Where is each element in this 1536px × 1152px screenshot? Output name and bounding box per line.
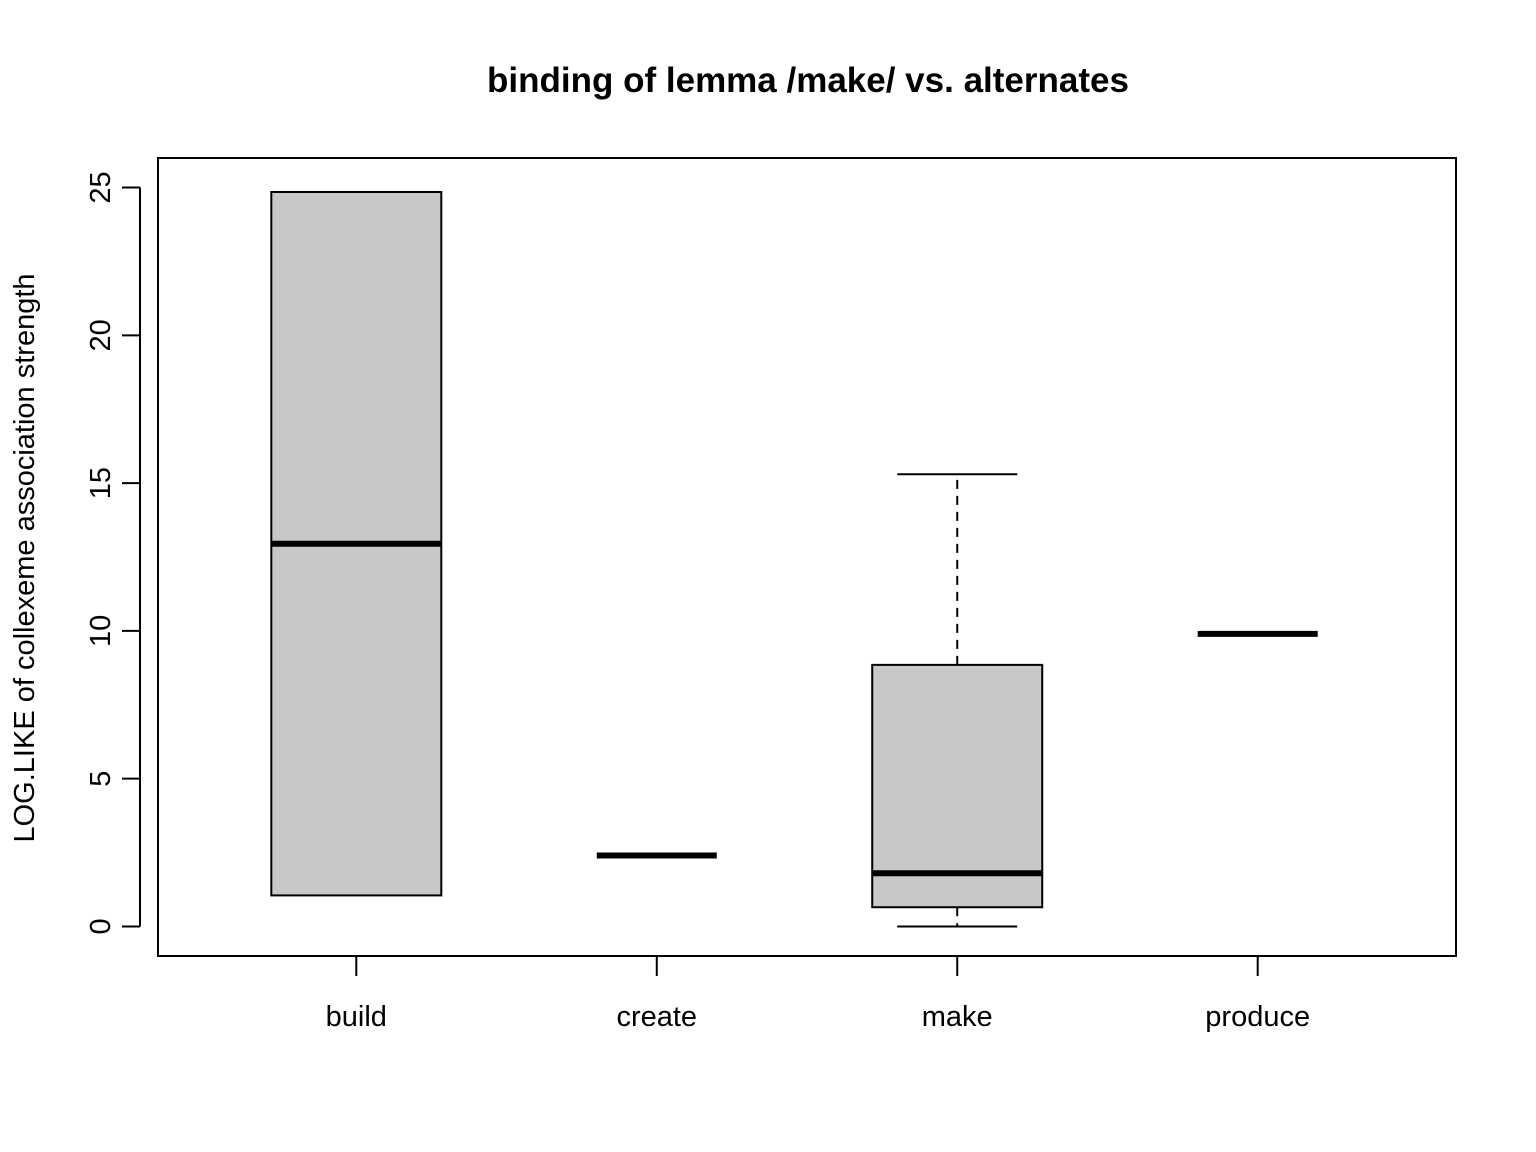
box-make [871,473,1044,928]
y-tick-label: 15 [85,467,117,499]
x-tick-label: make [922,1001,993,1033]
x-tick-label: create [616,1001,697,1033]
y-tick-label: 10 [85,615,117,647]
plot-frame [157,157,1457,957]
y-tick-label: 20 [85,319,117,351]
box-group [270,190,1318,928]
x-tick-label: build [326,1001,387,1033]
y-axis-label: LOG.LIKE of collexeme association streng… [9,273,41,842]
y-axis: 0 5 10 15 20 25 [85,171,141,935]
box-build [270,190,443,897]
y-tick-label: 25 [85,171,117,203]
y-tick-label: 0 [85,918,117,934]
y-tick-label: 5 [85,771,117,787]
x-axis: build create make produce [326,956,1310,1033]
chart-title: binding of lemma /make/ vs. alternates [487,61,1129,100]
x-tick-label: produce [1205,1001,1310,1033]
